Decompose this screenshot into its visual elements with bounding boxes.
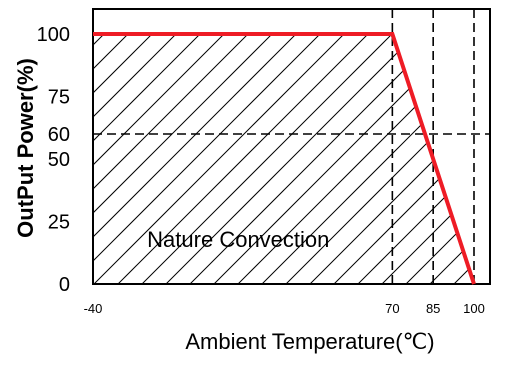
y-tick-labels: 0 25 50 60 75 100 bbox=[37, 24, 70, 296]
hatch-line bbox=[93, 34, 217, 284]
hatch-line bbox=[93, 34, 361, 284]
hatch-line bbox=[93, 34, 337, 284]
hatch-line bbox=[93, 34, 193, 284]
y-tick-label: 60 bbox=[48, 124, 70, 146]
hatch-line bbox=[93, 34, 313, 284]
hatch-line bbox=[93, 34, 289, 284]
x-tick-label: 85 bbox=[426, 301, 440, 316]
plot-frame bbox=[92, 8, 491, 285]
y-tick-label: 75 bbox=[48, 87, 70, 109]
x-tick-labels: -40 70 85 100 bbox=[84, 301, 485, 316]
hatch-line bbox=[492, 0, 512, 294]
hatch-line bbox=[107, 34, 409, 284]
hatch-line bbox=[347, 34, 474, 284]
hatch-line bbox=[131, 34, 433, 284]
x-tick-label: -40 bbox=[84, 301, 103, 316]
hatch-line bbox=[93, 34, 385, 284]
x-tick-label: 100 bbox=[463, 301, 485, 316]
x-tick-label: 70 bbox=[385, 301, 399, 316]
hatch-line bbox=[395, 34, 474, 284]
y-tick-label: 25 bbox=[48, 212, 70, 234]
hatch-line bbox=[227, 34, 474, 284]
y-tick-label: 0 bbox=[59, 274, 70, 296]
hatch-line bbox=[299, 34, 474, 284]
hatch-line bbox=[93, 34, 241, 284]
derating-curve bbox=[93, 32, 476, 285]
hatch-line bbox=[251, 34, 474, 284]
hatch-line bbox=[93, 34, 145, 284]
y-axis-title: OutPut Power(%) bbox=[13, 58, 38, 238]
annotation-nature-convection: Nature Convection bbox=[147, 227, 329, 252]
hatch-line bbox=[275, 34, 474, 284]
y-tick-label: 50 bbox=[48, 149, 70, 171]
hatch-line bbox=[443, 34, 474, 284]
y-tick-label: 100 bbox=[37, 24, 70, 46]
hatch-line bbox=[93, 34, 169, 284]
hatch-line bbox=[93, 34, 265, 284]
x-axis-title: Ambient Temperature(℃) bbox=[185, 329, 434, 354]
hatch-line bbox=[323, 34, 474, 284]
hatch-line bbox=[371, 34, 474, 284]
